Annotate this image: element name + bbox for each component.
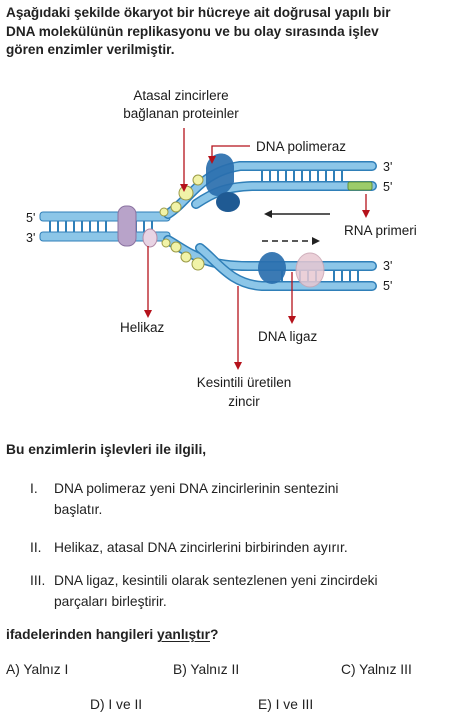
option-c[interactable]: C) Yalnız III	[341, 662, 412, 677]
upper-fork-strands	[163, 161, 377, 219]
question-intro: Aşağıdaki şekilde ökaryot bir hücreye ai…	[6, 4, 446, 60]
question-stem: Bu enzimlerin işlevleri ile ilgili,	[6, 442, 207, 457]
ssb-label-line1: Atasal zincirlere	[133, 88, 228, 103]
statement-line: Helikaz, atasal DNA zincirlerini birbiri…	[54, 540, 348, 555]
dna-ligase-label: DNA ligaz	[258, 329, 318, 344]
end-label-upper-top: 3'	[383, 160, 392, 174]
option-d[interactable]: D) I ve II	[90, 697, 143, 712]
question-prompt: ifadelerinden hangileri yanlıştır?	[6, 627, 446, 642]
prompt-negative-word: yanlıştır	[157, 627, 210, 642]
statement-line: başlatır.	[54, 502, 103, 517]
dna-replication-diagram: Atasal zincirlere bağlanan proteinler DN…	[26, 88, 417, 409]
intro-line: DNA molekülünün replikasyonu ve bu olay …	[6, 23, 379, 39]
prompt-prefix: ifadelerinden hangileri	[6, 627, 158, 642]
option-e[interactable]: E) I ve III	[258, 697, 314, 712]
ssb-label-line2: bağlanan proteinler	[123, 106, 239, 121]
end-label-lower-top: 3'	[383, 259, 392, 273]
rna-primer	[347, 181, 373, 191]
intro-line: Aşağıdaki şekilde ökaryot bir hücreye ai…	[6, 5, 391, 20]
end-label-upper-bottom: 5'	[383, 180, 392, 194]
option-b[interactable]: B) Yalnız II	[173, 662, 240, 677]
dna-ligase	[295, 252, 325, 288]
lagging-strand-label-line2: zincir	[228, 394, 260, 409]
rna-primer-label: RNA primeri	[344, 223, 417, 238]
label-pointers	[144, 128, 370, 370]
statement-line: parçaları birleştirir.	[54, 594, 167, 609]
single-strand-binding-proteins	[159, 174, 205, 271]
dna-polymerase-label: DNA polimeraz	[256, 139, 346, 154]
option-a[interactable]: A) Yalnız I	[6, 662, 69, 677]
helicase-label: Helikaz	[120, 320, 165, 335]
lagging-strand-label-line1: Kesintili üretilen	[197, 375, 292, 390]
dna-polymerase-upper	[206, 153, 240, 212]
dna-polymerase-lower	[258, 252, 286, 284]
end-label-lower-bottom: 5'	[383, 279, 392, 293]
statement-line: DNA ligaz, kesintili olarak sentezlenen …	[54, 573, 378, 588]
end-label-left-bottom: 3'	[26, 231, 35, 245]
statement-line: DNA polimeraz yeni DNA zincirlerinin sen…	[54, 481, 339, 496]
helicase	[117, 205, 158, 248]
statement-number: I.	[30, 481, 38, 496]
intro-line: gören enzimler verilmiştir.	[6, 42, 175, 57]
end-label-left-top: 5'	[26, 211, 35, 225]
statement-number: III.	[30, 573, 46, 588]
statement-number: II.	[30, 540, 42, 555]
prompt-suffix: ?	[209, 627, 219, 642]
